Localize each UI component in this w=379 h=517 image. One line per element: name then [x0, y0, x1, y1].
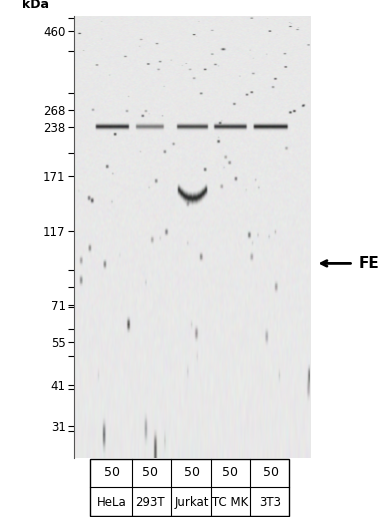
Text: kDa: kDa: [22, 0, 49, 11]
Text: 50: 50: [184, 466, 200, 479]
Text: FER: FER: [358, 256, 379, 271]
Text: HeLa: HeLa: [97, 496, 127, 509]
Bar: [91, 459, 290, 516]
Text: Jurkat: Jurkat: [175, 496, 210, 509]
Text: 50: 50: [263, 466, 279, 479]
Text: 50: 50: [104, 466, 120, 479]
Text: 50: 50: [222, 466, 238, 479]
Text: 293T: 293T: [135, 496, 164, 509]
Text: 3T3: 3T3: [260, 496, 282, 509]
Text: TC MK: TC MK: [212, 496, 248, 509]
Text: 50: 50: [142, 466, 158, 479]
